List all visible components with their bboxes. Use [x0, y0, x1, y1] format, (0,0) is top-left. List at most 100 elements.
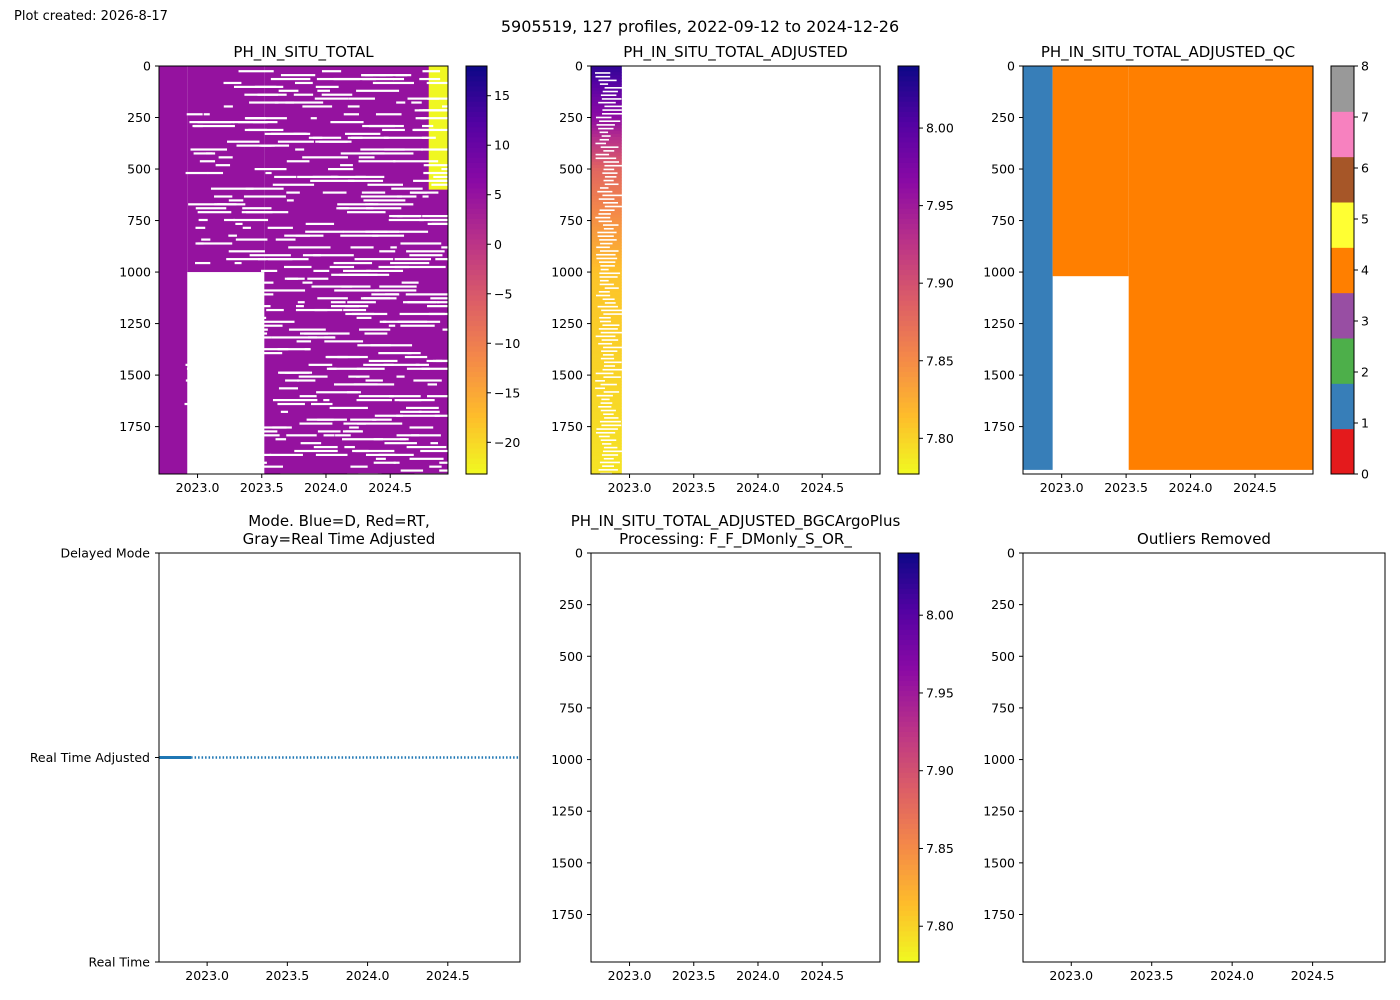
data-gap — [396, 101, 406, 104]
colorbar-step — [898, 926, 919, 932]
heatmap-cell — [591, 257, 622, 262]
data-gap — [233, 85, 277, 88]
data-gap — [190, 148, 228, 151]
colorbar-step — [898, 458, 919, 465]
colorbar-step — [898, 264, 919, 271]
colorbar-step — [898, 849, 919, 856]
colorbar-tick-label: 7 — [1361, 110, 1369, 125]
x-tick-label: 2024.5 — [1291, 968, 1335, 983]
data-gap — [189, 344, 232, 347]
heatmap-cell — [591, 248, 622, 252]
colorbar-step — [466, 326, 487, 332]
colorbar-step — [898, 66, 919, 72]
colorbar-step — [898, 423, 919, 429]
y-tick-label: 0 — [1007, 59, 1015, 74]
data-gap — [599, 316, 611, 319]
data-gap — [604, 417, 619, 419]
data-gap — [600, 409, 616, 412]
data-gap — [442, 328, 448, 331]
data-gap — [404, 355, 428, 359]
colorbar-step — [898, 351, 919, 358]
data-gap — [194, 320, 240, 323]
data-gap — [421, 148, 448, 151]
data-gap — [274, 175, 297, 179]
data-gap — [331, 305, 369, 308]
colorbar-step — [466, 356, 487, 363]
heatmap-cell — [591, 291, 622, 296]
data-gap — [224, 218, 236, 222]
y-tick-label: 500 — [991, 162, 1015, 177]
data-gap — [358, 160, 396, 163]
y-tick-label: 1000 — [551, 265, 583, 280]
colorbar-step — [898, 366, 919, 373]
colorbar-step — [898, 900, 919, 907]
data-gap — [302, 105, 333, 108]
data-gap — [596, 257, 618, 260]
data-gap — [314, 97, 349, 100]
data-gap — [427, 97, 448, 100]
colorbar-step — [898, 614, 919, 621]
y-tick-label: 250 — [559, 597, 583, 612]
data-gap — [355, 449, 395, 453]
heatmap-cell — [591, 368, 622, 373]
y-tick-label: 1500 — [983, 368, 1015, 383]
colorbar-step — [466, 198, 487, 205]
data-gap — [336, 207, 374, 210]
colorbar-swatch — [1331, 247, 1354, 294]
colorbar-step — [898, 117, 919, 123]
y-tick-label: 1500 — [119, 368, 151, 383]
data-gap — [388, 395, 421, 398]
data-gap — [350, 418, 377, 421]
plot-area: 2023.0 2023.5 2024.0 2024.5 0 250 500 750 1000 12… — [983, 59, 1314, 495]
colorbar-step — [898, 880, 919, 886]
colorbar-step — [898, 609, 919, 615]
colorbar-step — [466, 239, 487, 246]
data-gap — [383, 136, 428, 139]
data-gap — [602, 172, 618, 174]
heatmap-cell — [591, 192, 622, 197]
data-gap — [302, 254, 321, 257]
data-gap — [351, 312, 375, 316]
data-gap — [214, 348, 230, 351]
colorbar-step — [898, 762, 919, 769]
colorbar-step — [898, 224, 919, 230]
y-tick-label: 500 — [991, 649, 1015, 664]
colorbar-step — [466, 351, 487, 358]
data-gap — [236, 387, 244, 390]
data-gap — [288, 246, 331, 249]
colorbar-step — [898, 387, 919, 393]
data-gap — [212, 316, 229, 319]
colorbar-step — [898, 813, 919, 820]
colorbar-step — [898, 859, 919, 866]
colorbar-step — [466, 254, 487, 261]
colorbar-step — [898, 834, 919, 840]
data-gap — [246, 211, 289, 214]
heatmap-cell — [591, 180, 622, 184]
data-gap — [185, 379, 201, 382]
data-gap — [236, 144, 272, 147]
panel-outliers: Outliers Removed 2023.0 2023.5 2024.0 2024.… — [983, 530, 1386, 983]
colorbar-step — [466, 382, 487, 388]
data-gap — [226, 258, 267, 261]
data-gap — [422, 195, 429, 198]
data-gap — [434, 414, 448, 417]
data-gap — [423, 164, 448, 167]
colorbar-step — [466, 438, 487, 444]
colorbar-step — [898, 931, 919, 938]
colorbar-step — [898, 691, 919, 697]
data-gap — [599, 420, 621, 423]
colorbar-frame — [465, 65, 488, 475]
data-gap — [263, 320, 295, 323]
data-gap — [420, 117, 448, 120]
colorbar-step — [898, 254, 919, 261]
colorbar-step — [466, 361, 487, 368]
data-gap — [293, 93, 314, 96]
data-gap — [419, 77, 441, 81]
data-gap — [238, 121, 267, 124]
colorbar-tick-label: 5 — [494, 187, 502, 202]
data-gap — [599, 261, 616, 263]
colorbar-step — [898, 412, 919, 419]
colorbar-step — [898, 229, 919, 235]
data-gap — [262, 281, 274, 284]
colorbar-step — [898, 910, 919, 917]
